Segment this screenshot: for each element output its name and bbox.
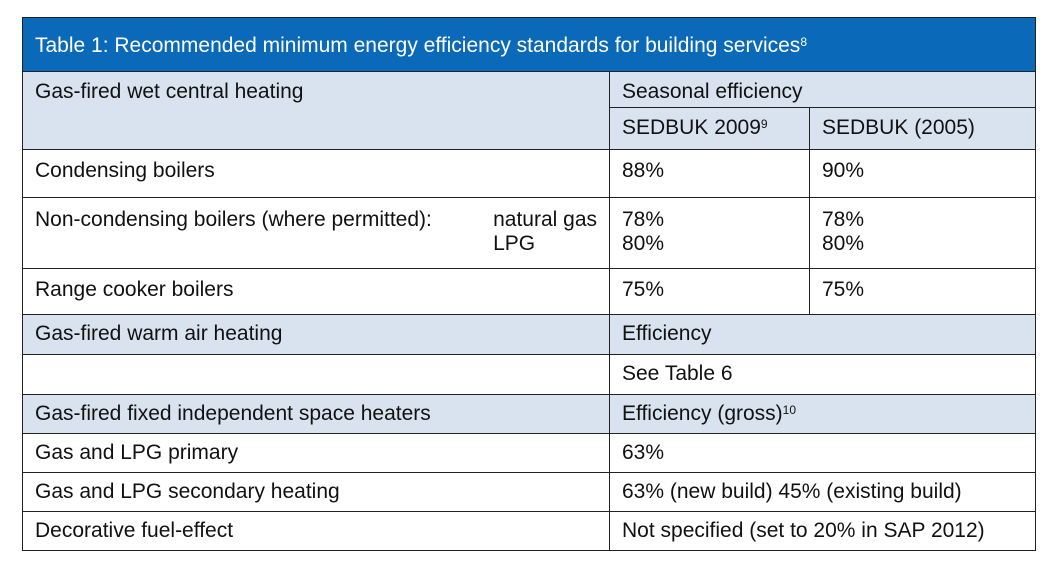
- secondary-label: Gas and LPG secondary heating: [22, 472, 610, 512]
- noncondensing-2009-values: 78% 80%: [609, 197, 810, 269]
- warm-air-efficiency-header: Efficiency: [608, 314, 1037, 355]
- table-title: Table 1: Recommended minimum energy effi…: [21, 17, 1037, 72]
- fuel-natural-gas: natural gas: [493, 208, 597, 231]
- condensing-2009-value: 88%: [609, 149, 810, 198]
- range-cooker-2005-value: 75%: [808, 268, 1037, 315]
- noncondensing-2005-values: 78% 80%: [808, 197, 1037, 269]
- range-cooker-label: Range cooker boilers: [22, 268, 610, 315]
- noncondensing-2009-lpg: 80%: [622, 232, 665, 255]
- noncondensing-2005-gas: 78%: [822, 208, 865, 231]
- fuel-lpg: LPG: [493, 232, 536, 255]
- efficiency-gross-footnote: 10: [782, 403, 797, 417]
- efficiency-gross-label: Efficiency (gross): [622, 402, 783, 425]
- condensing-2005-value: 90%: [808, 149, 1037, 198]
- sedbuk-2009-footnote: 9: [760, 117, 768, 131]
- range-cooker-2009-value: 75%: [609, 268, 810, 315]
- decorative-label: Decorative fuel-effect: [22, 511, 610, 551]
- condensing-label: Condensing boilers: [22, 149, 610, 198]
- table-row: Decorative fuel-effect Not specified (se…: [22, 511, 1037, 551]
- table-row: See Table 6: [22, 354, 1037, 395]
- efficiency-standards-table: Table 1: Recommended minimum energy effi…: [21, 17, 1037, 551]
- warm-air-value: See Table 6: [608, 354, 1037, 395]
- space-heaters-heading: Gas-fired fixed independent space heater…: [22, 394, 610, 434]
- table-row: Gas and LPG secondary heating 63% (new b…: [22, 472, 1037, 512]
- seasonal-efficiency-header: Seasonal efficiency: [608, 71, 1037, 108]
- table-row: Range cooker boilers 75% 75%: [22, 268, 1037, 315]
- noncondensing-label: Non-condensing boilers (where permitted)…: [35, 208, 432, 231]
- sedbuk-2009-label: SEDBUK 2009: [622, 116, 761, 139]
- space-heaters-efficiency-header: Efficiency (gross)10: [608, 394, 1037, 434]
- decorative-value: Not specified (set to 20% in SAP 2012): [608, 511, 1037, 551]
- warm-air-heading: Gas-fired warm air heating: [22, 314, 610, 355]
- wet-heating-heading: Gas-fired wet central heating: [22, 71, 610, 150]
- noncondensing-cell: Non-condensing boilers (where permitted)…: [22, 197, 610, 269]
- primary-label: Gas and LPG primary: [22, 433, 610, 473]
- table-row: Non-condensing boilers (where permitted)…: [22, 197, 1037, 269]
- noncondensing-2009-gas: 78%: [622, 208, 665, 231]
- warm-air-empty-cell: [22, 354, 610, 395]
- table-title-footnote: 8: [800, 34, 807, 49]
- table-row: Gas and LPG primary 63%: [22, 433, 1037, 473]
- table-title-text: Table 1: Recommended minimum energy effi…: [35, 33, 801, 57]
- noncondensing-2005-lpg: 80%: [822, 232, 865, 255]
- noncondensing-fuels: natural gas LPG: [493, 208, 597, 256]
- sedbuk-2009-header: SEDBUK 20099: [609, 107, 810, 150]
- secondary-value: 63% (new build) 45% (existing build): [608, 472, 1037, 512]
- primary-value: 63%: [608, 433, 1037, 473]
- sedbuk-2005-header: SEDBUK (2005): [808, 107, 1037, 150]
- table-row: Condensing boilers 88% 90%: [22, 149, 1037, 198]
